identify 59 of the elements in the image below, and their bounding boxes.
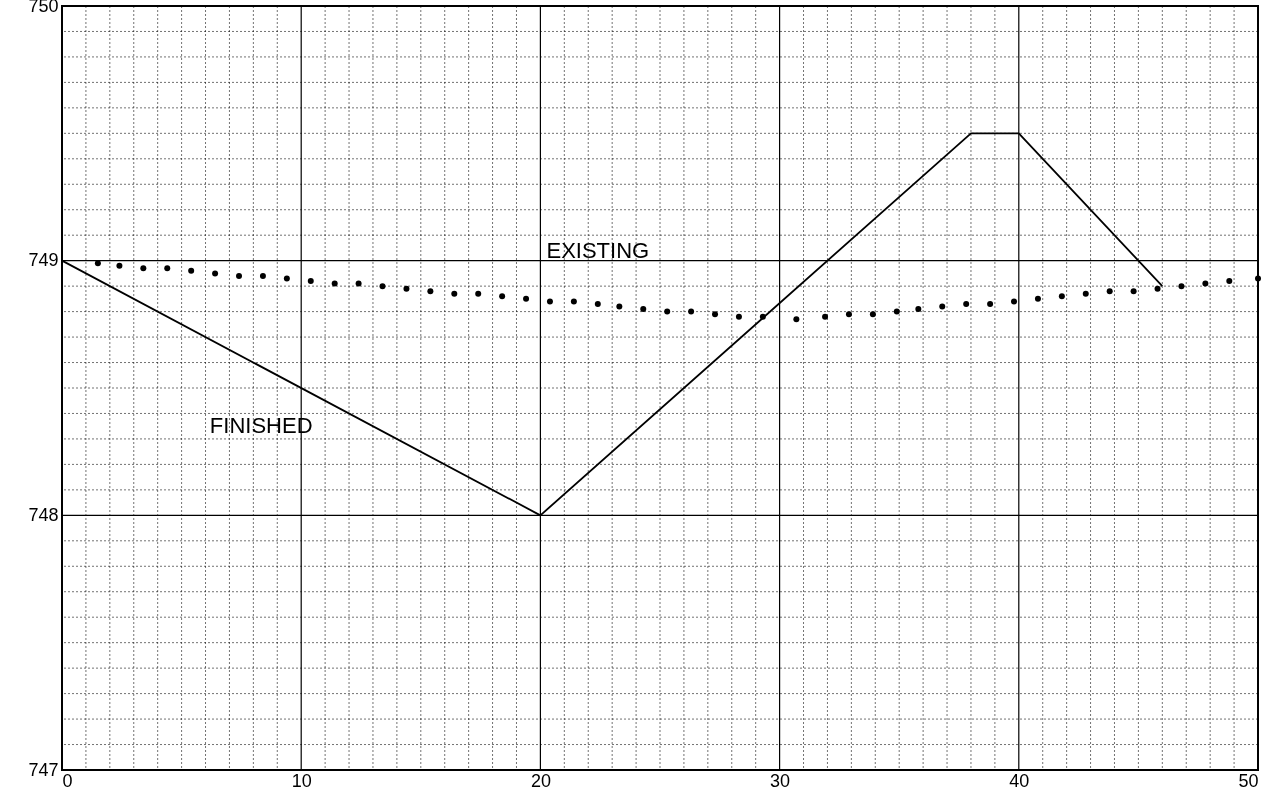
point [379,283,386,290]
point [1011,298,1018,305]
point [523,295,530,302]
point [499,293,506,300]
point [259,272,266,279]
point [735,313,742,320]
x-tick-label: 40 [1009,770,1030,787]
x-tick-label: 10 [291,770,312,787]
point [616,303,623,310]
point [759,313,766,320]
point [307,278,314,285]
point [116,262,123,269]
point [1106,288,1113,295]
point [1178,283,1185,290]
y-tick-label: 747 [28,759,59,780]
point [915,306,922,313]
point [1034,295,1041,302]
point [94,260,101,267]
point [1154,285,1161,292]
point [236,272,243,279]
x-tick-label: 20 [530,770,551,787]
point [987,300,994,307]
point [475,290,482,297]
point [212,270,219,277]
point [427,288,434,295]
point [664,308,671,315]
point [688,308,695,315]
point [893,308,900,315]
point [1202,280,1209,287]
point [451,290,458,297]
point [188,267,195,274]
series-label: EXISTING [546,237,650,263]
point [1255,275,1261,282]
y-tick-label: 748 [28,504,59,525]
point [939,303,946,310]
point [546,298,553,305]
point [640,306,647,313]
x-tick-label: 50 [1238,770,1259,787]
point [963,300,970,307]
y-tick-label: 749 [28,250,59,271]
point [1082,290,1089,297]
point [594,300,601,307]
point [403,285,410,292]
point [570,298,577,305]
point [140,265,147,272]
point [793,316,800,323]
point [845,311,852,318]
point [164,265,171,272]
point [712,311,719,318]
x-tick-label: 30 [770,770,791,787]
point [869,311,876,318]
point [355,280,362,287]
point [1226,278,1233,285]
point [822,313,829,320]
point [1130,288,1137,295]
x-tick-label: 0 [62,770,73,787]
point [283,275,290,282]
point [1058,293,1065,300]
point [331,280,338,287]
